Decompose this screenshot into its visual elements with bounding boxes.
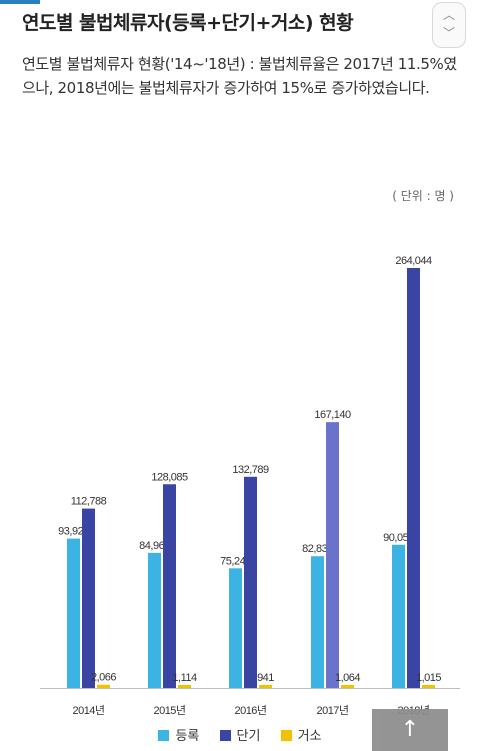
data-label-short-term-4: 264,044 xyxy=(395,255,432,267)
legend-item-residence: 거소 xyxy=(280,725,322,744)
data-label-registered-1: 84,969 xyxy=(139,540,170,552)
bar-short-term-4 xyxy=(407,268,420,688)
bar-registered-4 xyxy=(392,544,405,688)
bar-residence-1 xyxy=(178,685,191,688)
bar-residence-2 xyxy=(259,685,272,688)
category-label-3: 2017년 xyxy=(316,704,348,717)
data-label-residence-2: 941 xyxy=(257,672,274,684)
legend-label: 거소 xyxy=(297,729,322,744)
bar-short-term-2 xyxy=(244,476,257,688)
data-label-residence-1: 1,114 xyxy=(172,672,197,684)
bar-registered-1 xyxy=(148,552,161,688)
chevron-up-icon[interactable]: ︿ xyxy=(442,8,455,22)
accent-bar xyxy=(0,0,40,4)
category-label-2: 2016년 xyxy=(234,704,266,717)
legend-item-registered: 등록 xyxy=(158,725,199,744)
bar-residence-4 xyxy=(422,685,435,688)
data-label-short-term-1: 128,085 xyxy=(151,471,188,483)
scroll-control[interactable]: ︿ ﹀ xyxy=(432,2,466,48)
data-label-residence-0: 2,066 xyxy=(91,672,116,684)
chevron-down-icon[interactable]: ﹀ xyxy=(442,26,455,40)
legend-swatch-residence xyxy=(280,730,292,741)
scroll-to-top-button[interactable]: ↑ xyxy=(372,709,448,751)
unit-label: ( 단위 : 명 ) xyxy=(392,189,454,203)
bar-registered-3 xyxy=(311,556,324,688)
data-label-registered-2: 75,241 xyxy=(220,555,251,567)
legend-swatch-registered xyxy=(158,730,170,741)
legend-swatch-short-term xyxy=(219,730,231,741)
legend-label: 등록 xyxy=(175,729,200,744)
data-label-residence-3: 1,064 xyxy=(335,672,360,684)
category-label-0: 2014년 xyxy=(72,704,104,717)
bar-registered-0 xyxy=(67,538,80,688)
bar-residence-0 xyxy=(97,684,110,688)
data-label-registered-4: 90,051 xyxy=(383,532,414,544)
arrow-up-icon: ↑ xyxy=(400,717,420,742)
legend-item-short-term: 단기 xyxy=(219,725,261,744)
data-label-short-term-3: 167,140 xyxy=(314,409,351,421)
data-label-short-term-2: 132,789 xyxy=(232,464,269,476)
data-label-registered-0: 93,924 xyxy=(58,526,89,538)
bar-short-term-1 xyxy=(163,484,176,688)
bar-residence-3 xyxy=(341,685,354,688)
description-text: 연도별 불법체류자 현황('14~'18년) : 불법체류율은 2017년 11… xyxy=(22,55,457,97)
data-label-short-term-0: 112,788 xyxy=(71,496,107,508)
bar-short-term-3 xyxy=(326,422,339,688)
chart-legend: 등록 단기 거소 xyxy=(0,725,480,749)
legend-label: 단기 xyxy=(236,729,261,744)
data-label-residence-4: 1,015 xyxy=(416,672,441,684)
bar-short-term-0 xyxy=(82,508,95,688)
bar-registered-2 xyxy=(229,568,242,688)
category-label-1: 2015년 xyxy=(153,704,185,717)
page-title: 연도별 불법체류자(등록+단기+거소) 현황 xyxy=(22,12,354,34)
data-label-registered-3: 82,837 xyxy=(302,543,333,555)
